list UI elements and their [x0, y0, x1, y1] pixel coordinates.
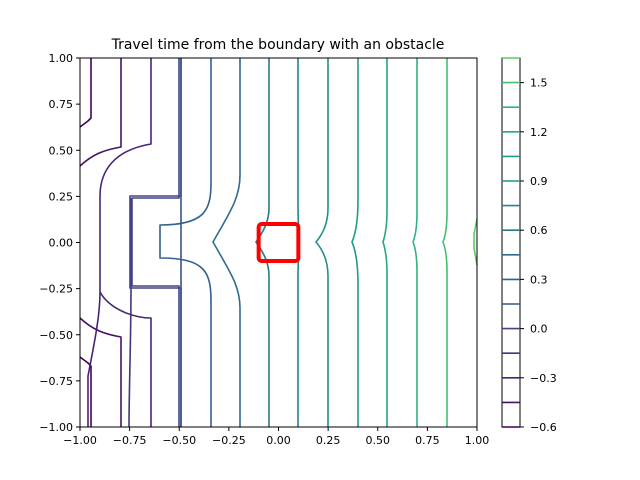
x-tick-label: 0.25 [316, 434, 341, 447]
x-tick-label: 0.00 [266, 434, 291, 447]
x-tick-label: 1.00 [465, 434, 490, 447]
colorbar-tick-label: 0.9 [530, 175, 548, 188]
contour-line [382, 58, 388, 427]
contour-line [79, 58, 92, 128]
obstacle-square [256, 222, 301, 263]
obstacle-outline [256, 222, 301, 263]
contour-line [351, 58, 359, 427]
y-tick-label: 0.00 [49, 237, 74, 250]
colorbar-tick-label: 0.3 [530, 273, 548, 286]
chart-title: Travel time from the boundary with an ob… [111, 37, 445, 53]
colorbar-tick-label: 1.2 [530, 126, 548, 139]
contour-line [315, 58, 329, 427]
colorbar: −0.6 −0.3 0.0 0.3 0.6 0.9 1.2 1.5 [501, 57, 557, 434]
y-tick-label: −0.50 [39, 329, 73, 342]
contour-line [255, 58, 270, 427]
y-tick-label: −1.00 [39, 421, 73, 434]
y-tick-label: 0.75 [49, 98, 74, 111]
contour-lines [79, 58, 478, 428]
x-tick-label: −0.50 [162, 434, 196, 447]
colorbar-tick-label: 0.0 [530, 323, 548, 336]
colorbar-tick-label: 0.6 [530, 224, 548, 237]
contour-line [159, 58, 212, 427]
contour-line [128, 198, 132, 428]
x-tick-label: 0.50 [366, 434, 391, 447]
contour-line [99, 291, 152, 427]
y-axis-ticks: −1.00 −0.75 −0.50 −0.25 0.00 0.25 0.50 0.75 1.00 [39, 52, 80, 434]
y-tick-label: 0.50 [49, 144, 74, 157]
x-tick-label: 0.75 [415, 434, 440, 447]
colorbar-tick-label: −0.3 [530, 372, 557, 385]
contour-line [212, 58, 241, 427]
contour-line [473, 218, 478, 266]
colorbar-tick-label: −0.6 [530, 421, 557, 434]
contour-line [87, 58, 152, 427]
contour-line [131, 58, 180, 427]
contour-line [412, 58, 418, 427]
x-axis-ticks: −1.00 −0.75 −0.50 −0.25 0.00 0.25 0.50 0.75 1.00 [63, 427, 489, 447]
x-tick-label: −0.25 [212, 434, 246, 447]
y-tick-label: −0.25 [39, 283, 73, 296]
colorbar-tick-label: 1.5 [530, 77, 548, 90]
y-tick-label: 1.00 [49, 52, 74, 65]
contour-line [79, 58, 122, 167]
x-tick-label: −1.00 [63, 434, 97, 447]
y-tick-label: 0.25 [49, 190, 74, 203]
contour-line [79, 317, 122, 427]
y-tick-label: −0.75 [39, 375, 73, 388]
contour-line [129, 58, 182, 427]
x-tick-label: −0.75 [113, 434, 147, 447]
colorbar-frame [501, 57, 521, 428]
contour-line [442, 58, 448, 427]
